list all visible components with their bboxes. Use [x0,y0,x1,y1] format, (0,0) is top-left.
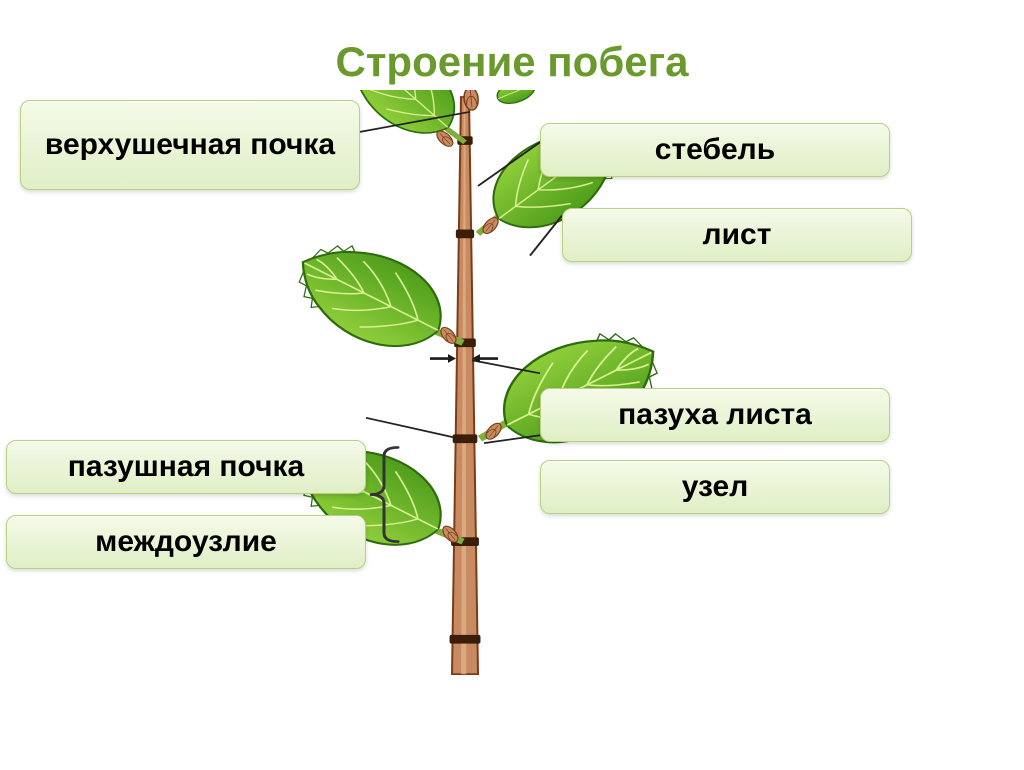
diagram-title: Строение побега [0,38,1024,86]
label-stem: стебель [540,123,890,177]
label-axillary-bud: пазушная почка [6,440,366,494]
leaf-icon [279,226,487,378]
label-apical-bud: верхушечная почка [20,100,360,190]
label-leaf-axil: пазуха листа [540,388,890,442]
label-internode: междоузлие [6,515,366,569]
label-leaf: лист [562,208,912,262]
label-node: узел [540,460,890,514]
